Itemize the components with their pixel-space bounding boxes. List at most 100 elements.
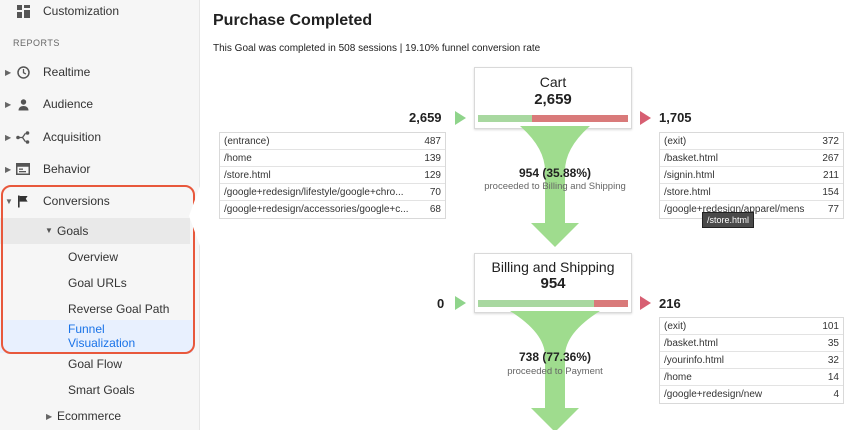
table-row[interactable]: /basket.html 267: [660, 150, 843, 167]
sidebar-item-goal-urls[interactable]: Goal URLs: [68, 276, 127, 290]
sidebar-item-label: Funnel Visualization: [68, 322, 136, 350]
branch-icon: [15, 129, 31, 145]
proceeded-percentage: 738 (77.36%): [518, 350, 592, 364]
sidebar-item-conversions[interactable]: ▼ Conversions: [0, 186, 200, 216]
page-path: /home: [224, 152, 252, 164]
proceeded-percentage: 954 (35.88%): [518, 166, 592, 180]
page-path: /google+redesign/new: [664, 389, 763, 400]
sidebar-item-acquisition[interactable]: ▶ Acquisition: [0, 122, 200, 152]
sidebar-item-label: Audience: [43, 97, 94, 111]
section-label: REPORTS: [13, 38, 60, 48]
session-count: 101: [822, 320, 839, 332]
flag-icon: [15, 193, 31, 209]
exit-table: (exit) 372/basket.html 267/signin.html 211/…: [659, 132, 844, 219]
active-pointer: [189, 186, 200, 246]
sidebar-item-customization[interactable]: Customization: [0, 0, 200, 26]
dashboard-icon: [15, 3, 31, 19]
session-count: 267: [822, 152, 839, 164]
table-row[interactable]: /google+redesign/accessories/google+c...…: [220, 201, 445, 218]
sidebar-item-smart-goals[interactable]: Smart Goals: [68, 383, 135, 397]
stage-name: Billing and Shipping: [491, 259, 615, 275]
exit-bar: [532, 115, 628, 122]
table-row[interactable]: /google+redesign/apparel/mens 77: [660, 201, 843, 218]
table-row[interactable]: /google+redesign/new 4: [660, 386, 843, 403]
sidebar-item-label: Ecommerce: [57, 409, 122, 423]
sidebar-item-overview[interactable]: Overview: [68, 250, 119, 264]
sidebar: Customization REPORTS ▶ Realtime ▶ Audie…: [0, 0, 200, 430]
sidebar-item-goals[interactable]: ▼ Goals: [0, 218, 190, 244]
sidebar-item-reverse-goal-path[interactable]: Reverse Goal Path: [68, 302, 170, 316]
page-path: /store.html: [224, 169, 271, 181]
sidebar-item-label: Behavior: [43, 162, 91, 176]
table-row[interactable]: /signin.html 211: [660, 167, 843, 184]
table-row[interactable]: /home 14: [660, 369, 843, 386]
tooltip: /store.html: [702, 212, 755, 228]
funnel-flow-icon: [520, 126, 590, 247]
session-count: 4: [833, 389, 839, 400]
chevron-right-icon: ▶: [5, 99, 12, 109]
session-count: 14: [827, 371, 839, 383]
clock-icon: [15, 64, 31, 80]
sidebar-item-label: Acquisition: [43, 130, 102, 144]
sidebar-item-behavior[interactable]: ▶ Behavior: [0, 154, 200, 184]
chevron-right-icon: ▶: [46, 411, 53, 421]
stage-name: Cart: [539, 74, 567, 90]
goal-summary: This Goal was completed in 508 sessions …: [213, 43, 541, 54]
sidebar-item-ecommerce[interactable]: ▶ Ecommerce: [0, 401, 200, 430]
page-path: /basket.html: [664, 152, 718, 164]
stage-value: 2,659: [534, 91, 572, 108]
table-row[interactable]: /store.html 154: [660, 184, 843, 201]
page-path: /google+redesign/lifestyle/google+chro..…: [224, 186, 404, 198]
entrances-count: 2,659: [409, 110, 442, 125]
session-count: 372: [822, 135, 839, 147]
sidebar-item-funnel-visualization[interactable]: Funnel Visualization: [0, 320, 193, 353]
exit-arrow-icon: [640, 111, 651, 125]
sidebar-item-goal-flow[interactable]: Goal Flow: [68, 357, 123, 371]
page-path: (entrance): [224, 135, 270, 147]
page-path: (exit): [664, 320, 687, 332]
session-count: 70: [429, 186, 441, 198]
page-path: (exit): [664, 135, 687, 147]
chevron-right-icon: ▶: [5, 164, 12, 174]
session-count: 211: [823, 169, 839, 181]
entrances-count: 0: [437, 296, 445, 311]
table-row[interactable]: /yourinfo.html 32: [660, 352, 843, 369]
entrance-table: (entrance) 487/home 139/store.html 129/goog…: [219, 132, 446, 219]
sidebar-item-label: Conversions: [43, 194, 110, 208]
exits-count: 216: [659, 296, 681, 311]
page-path: /store.html: [664, 186, 711, 198]
table-row[interactable]: (exit) 101: [660, 318, 843, 335]
sidebar-item-realtime[interactable]: ▶ Realtime: [0, 57, 200, 87]
page-path: /basket.html: [664, 337, 718, 349]
session-count: 68: [429, 204, 441, 215]
page-title: Purchase Completed: [213, 12, 373, 29]
session-count: 139: [424, 152, 441, 164]
proceeded-label: proceeded to Billing and Shipping: [484, 181, 626, 192]
table-row[interactable]: /store.html 129: [220, 167, 445, 184]
chevron-right-icon: ▶: [5, 132, 12, 142]
session-count: 77: [827, 204, 839, 215]
table-row[interactable]: /basket.html 35: [660, 335, 843, 352]
session-count: 35: [827, 337, 839, 349]
page-path: /google+redesign/apparel/mens: [664, 204, 805, 215]
session-count: 487: [424, 135, 441, 147]
table-row[interactable]: /google+redesign/lifestyle/google+chro..…: [220, 184, 445, 201]
table-row[interactable]: (entrance) 487: [220, 133, 445, 150]
session-count: 154: [822, 186, 839, 198]
exit-table: (exit) 101/basket.html 35/yourinfo.html 32/…: [659, 317, 844, 404]
entrance-arrow-icon: [455, 296, 466, 310]
window-icon: [15, 161, 31, 177]
continue-bar: [478, 300, 594, 307]
session-count: 129: [424, 169, 441, 181]
table-row[interactable]: (exit) 372: [660, 133, 843, 150]
sidebar-item-label: Customization: [43, 4, 120, 18]
table-row[interactable]: /home 139: [220, 150, 445, 167]
chevron-down-icon: ▼: [5, 196, 13, 206]
page-path: /home: [664, 371, 692, 383]
stage-value: 954: [540, 275, 566, 292]
sidebar-item-audience[interactable]: ▶ Audience: [0, 89, 200, 119]
entrance-arrow-icon: [455, 111, 466, 125]
chevron-down-icon: ▼: [45, 226, 53, 235]
sidebar-item-label: Goals: [57, 224, 89, 238]
page-path: /google+redesign/accessories/google+c...: [224, 204, 409, 215]
